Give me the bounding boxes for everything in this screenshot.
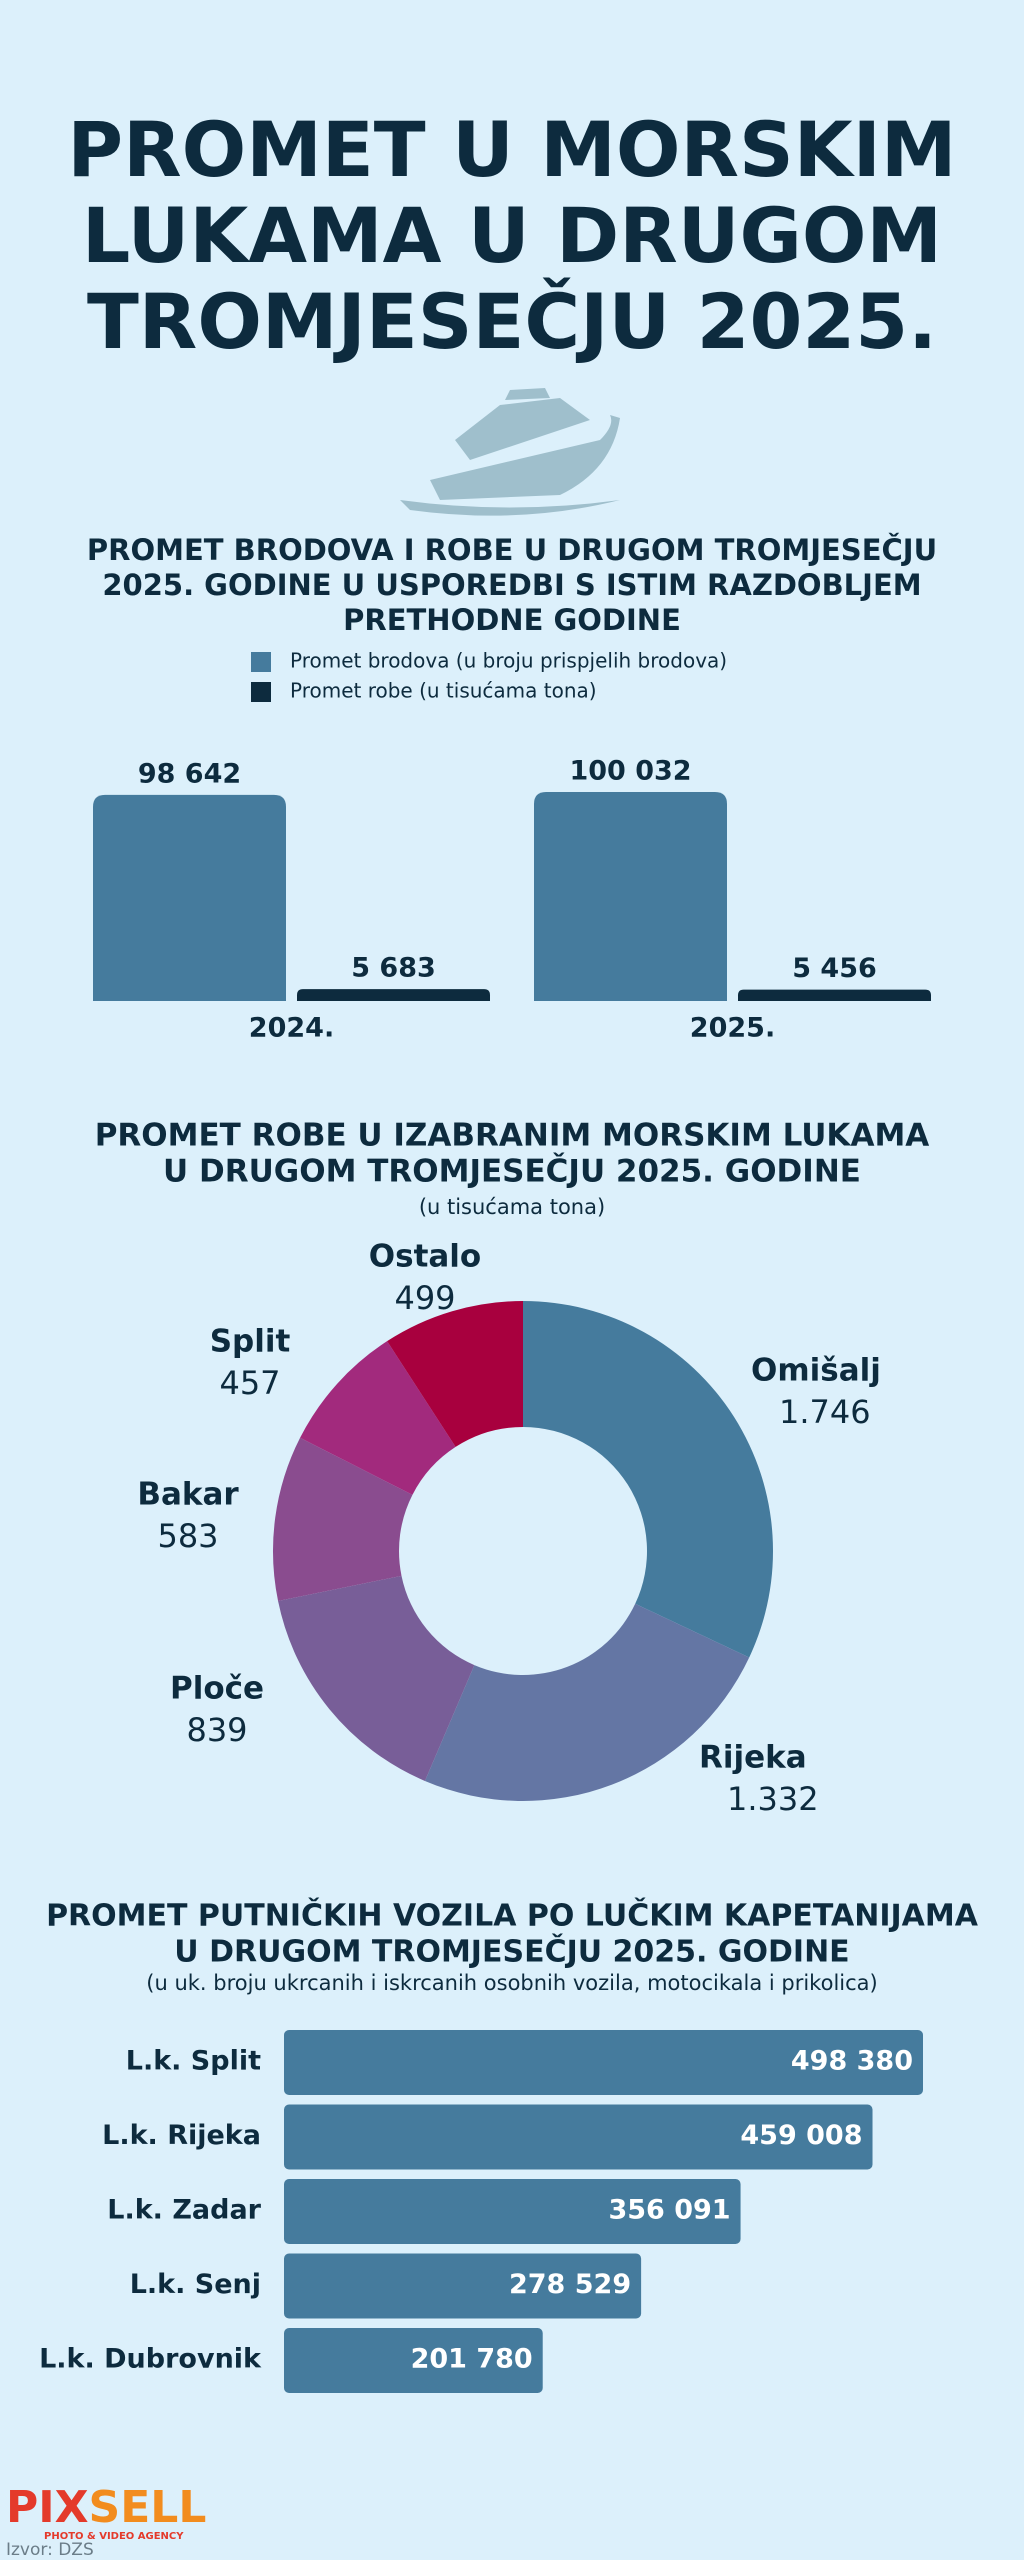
y-tick-label: L.k. Zadar (107, 2195, 261, 2226)
legend-label: Promet brodova (u broju prispjelih brodo… (290, 649, 727, 673)
y-tick-label: L.k. Split (126, 2046, 261, 2077)
slice-label: Ploče (170, 1671, 264, 1707)
slice-value: 1.332 (727, 1780, 819, 1818)
chart-title: PROMET PUTNIČKIH VOZILA PO LUČKIM KAPETA… (46, 1897, 979, 1934)
donut-slice (424, 1603, 750, 1801)
bar (284, 2030, 923, 2095)
slice-label: Split (210, 1324, 291, 1360)
logo: PIXSELL (6, 2482, 206, 2533)
chart-title: PROMET BRODOVA I ROBE U DRUGOM TROMJESEČ… (87, 533, 937, 567)
bar (284, 2328, 543, 2393)
logo-tagline: PHOTO & VIDEO AGENCY (44, 2531, 184, 2542)
main-title: LUKAMA U DRUGOM (82, 191, 942, 280)
slice-value: 457 (219, 1364, 280, 1402)
legend-swatch (251, 652, 271, 672)
main-title: TROMJESEČJU 2025. (87, 276, 937, 366)
legend-swatch (251, 682, 271, 702)
bar (534, 792, 727, 1001)
bar (738, 989, 931, 1001)
donut-slice (387, 1301, 523, 1447)
y-tick-label: L.k. Rijeka (102, 2120, 261, 2151)
bar (93, 794, 286, 1001)
bar (284, 2179, 741, 2244)
value-label: 278 529 (509, 2269, 631, 2300)
source: Izvor: DZS (6, 2540, 94, 2560)
slice-label: Ostalo (369, 1239, 481, 1275)
slice-value: 1.746 (779, 1393, 871, 1431)
chart-title: PROMET ROBE U IZABRANIM MORSKIM LUKAMA (95, 1118, 930, 1154)
main-title: PROMET U MORSKIM (67, 105, 956, 194)
chart-subtitle: (u uk. broju ukrcanih i iskrcanih osobni… (146, 1971, 877, 1995)
x-tick-label: 2024. (249, 1013, 334, 1044)
value-label: 498 380 (791, 2046, 913, 2077)
value-label: 100 032 (569, 756, 691, 787)
ship-icon (400, 388, 620, 516)
donut-slice (523, 1301, 773, 1658)
value-label: 201 780 (411, 2344, 533, 2375)
y-tick-label: L.k. Senj (130, 2269, 261, 2300)
y-tick-label: L.k. Dubrovnik (39, 2344, 262, 2375)
donut-slice (278, 1575, 475, 1781)
slice-value: 583 (157, 1517, 218, 1555)
donut-slice (300, 1341, 456, 1495)
chart-title: 2025. GODINE U USPOREDBI S ISTIM RAZDOBL… (102, 568, 921, 602)
chart-title: U DRUGOM TROMJESEČJU 2025. GODINE (163, 1153, 861, 1190)
x-tick-label: 2025. (690, 1013, 775, 1044)
value-label: 5 683 (351, 953, 436, 984)
value-label: 356 091 (608, 2195, 730, 2226)
slice-value: 499 (394, 1279, 455, 1317)
value-label: 459 008 (740, 2120, 862, 2151)
slice-value: 839 (186, 1711, 247, 1749)
chart-title: U DRUGOM TROMJESEČJU 2025. GODINE (174, 1933, 849, 1970)
value-label: 98 642 (138, 758, 241, 789)
value-label: 5 456 (792, 953, 877, 984)
bar (284, 2253, 642, 2319)
slice-label: Bakar (137, 1477, 239, 1513)
slice-label: Rijeka (699, 1740, 807, 1776)
donut-slice (273, 1437, 413, 1602)
bar (284, 2104, 873, 2170)
bar (297, 989, 490, 1001)
legend-label: Promet robe (u tisućama tona) (290, 679, 597, 703)
slice-label: Omišalj (751, 1353, 881, 1389)
chart-subtitle: (u tisućama tona) (419, 1195, 605, 1219)
chart-title: PRETHODNE GODINE (343, 603, 681, 637)
